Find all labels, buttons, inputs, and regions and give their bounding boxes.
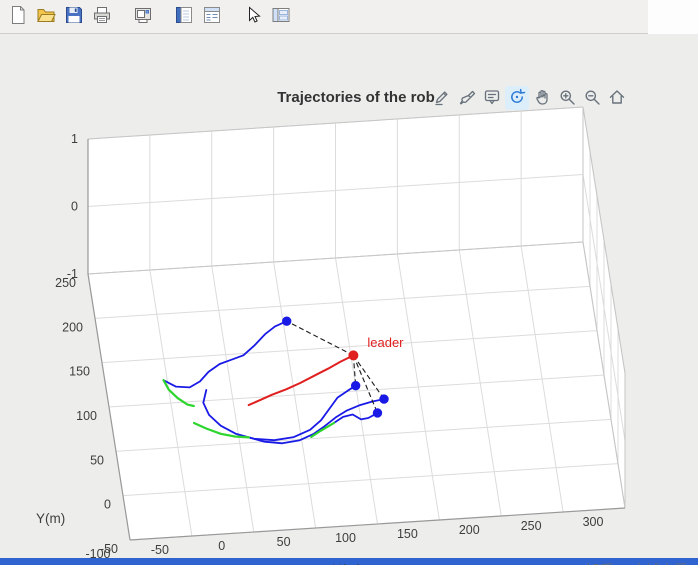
- y-tick-label: -50: [100, 542, 118, 556]
- leader-annotation: leader: [367, 335, 404, 351]
- follower2-trajectory: [202, 384, 357, 442]
- new-figure-button[interactable]: [5, 4, 31, 30]
- y-tick-label: 150: [69, 365, 90, 379]
- x-tick-label: -100: [85, 547, 110, 561]
- formation-edges: [286, 320, 385, 414]
- z-tick-label: -1: [67, 267, 78, 281]
- x-tick-label: 200: [459, 523, 480, 537]
- x-tick-label: 50: [277, 535, 291, 549]
- y-tick-label: 50: [90, 453, 104, 467]
- y-axis-label: Y(m): [36, 511, 66, 526]
- new-figure-icon: [8, 5, 28, 28]
- edit-plot-button[interactable]: [240, 4, 266, 30]
- follower3-position: [379, 394, 389, 404]
- zoom-in-button[interactable]: [555, 86, 579, 110]
- home-button[interactable]: [605, 86, 629, 110]
- datatips-icon: [483, 88, 501, 109]
- show-plot-tools-icon: [271, 5, 291, 28]
- x-axis-label: X(m): [312, 562, 382, 565]
- edit-button[interactable]: [430, 86, 454, 110]
- axes-toolbar: [430, 86, 629, 110]
- plot-title: Trajectories of the rob: [277, 89, 435, 106]
- pan-icon: [533, 88, 551, 109]
- follower2-position: [350, 380, 361, 391]
- z-tick-label: 0: [71, 199, 78, 213]
- print-preview-button[interactable]: [130, 4, 156, 30]
- follower1-position: [282, 316, 292, 326]
- axes-background: [88, 107, 625, 540]
- figure-toolbar: [0, 0, 648, 34]
- robot-markers: [282, 316, 389, 418]
- edit-plot-icon: [243, 5, 263, 28]
- show-plot-tools-button[interactable]: [268, 4, 294, 30]
- follower4-position: [372, 408, 383, 418]
- taskbar-strip: [0, 558, 698, 565]
- desktop-area: [648, 0, 698, 40]
- x-tick-label: -50: [151, 543, 169, 557]
- follower3-trajectory: [247, 398, 385, 445]
- z-tick-label: 1: [71, 132, 78, 146]
- y-tick-label: 200: [62, 320, 83, 334]
- y-tick-label: 0: [104, 498, 111, 512]
- home-icon: [608, 88, 626, 109]
- zoom-out-icon: [583, 88, 601, 109]
- follower3-start: [192, 421, 250, 439]
- zoom-in-icon: [558, 88, 576, 109]
- insert-colorbar-button[interactable]: [171, 4, 197, 30]
- open-file-button[interactable]: [33, 4, 59, 30]
- save-figure-icon: [64, 5, 84, 28]
- print-figure-icon: [92, 5, 112, 28]
- x-tick-label: 0: [218, 539, 225, 553]
- x-tick-label: 300: [583, 515, 604, 529]
- tick-labels: -100 -50 0 50 100 150 200 250 300-50050100150200…: [55, 132, 603, 561]
- print-preview-icon: [133, 5, 153, 28]
- print-figure-button[interactable]: [89, 4, 115, 30]
- follower1-start: [162, 379, 195, 408]
- leader-position: [348, 350, 359, 361]
- leader-trajectory: [247, 354, 355, 407]
- x-tick-label: 100: [335, 531, 356, 545]
- edit-icon: [433, 88, 451, 109]
- axes-box-edges: [87, 106, 626, 541]
- datatips-button[interactable]: [480, 86, 504, 110]
- zhihu-watermark: 知乎 @大城小爱: [586, 560, 688, 565]
- x-tick-label: 250: [521, 519, 542, 533]
- brush-button[interactable]: [455, 86, 479, 110]
- follower1-trajectory: [162, 320, 288, 389]
- y-tick-label: 250: [55, 276, 76, 290]
- follower4-start: [310, 421, 336, 438]
- plot-3d-axes[interactable]: -100 -50 0 50 100 150 200 250 300-50050100150200…: [0, 34, 698, 565]
- y-tick-label: 100: [76, 409, 97, 423]
- x-tick-label: 150: [397, 527, 418, 541]
- insert-colorbar-icon: [174, 5, 194, 28]
- save-figure-button[interactable]: [61, 4, 87, 30]
- pan-button[interactable]: [530, 86, 554, 110]
- figure-canvas: -100 -50 0 50 100 150 200 250 300 -50 0 50 100 150 200…: [0, 34, 698, 565]
- insert-legend-button[interactable]: [199, 4, 225, 30]
- zoom-out-button[interactable]: [580, 86, 604, 110]
- brush-icon: [458, 88, 476, 109]
- rotate-button[interactable]: [505, 86, 529, 110]
- open-file-icon: [36, 5, 56, 28]
- insert-legend-icon: [202, 5, 222, 28]
- rotate-icon: [508, 88, 526, 109]
